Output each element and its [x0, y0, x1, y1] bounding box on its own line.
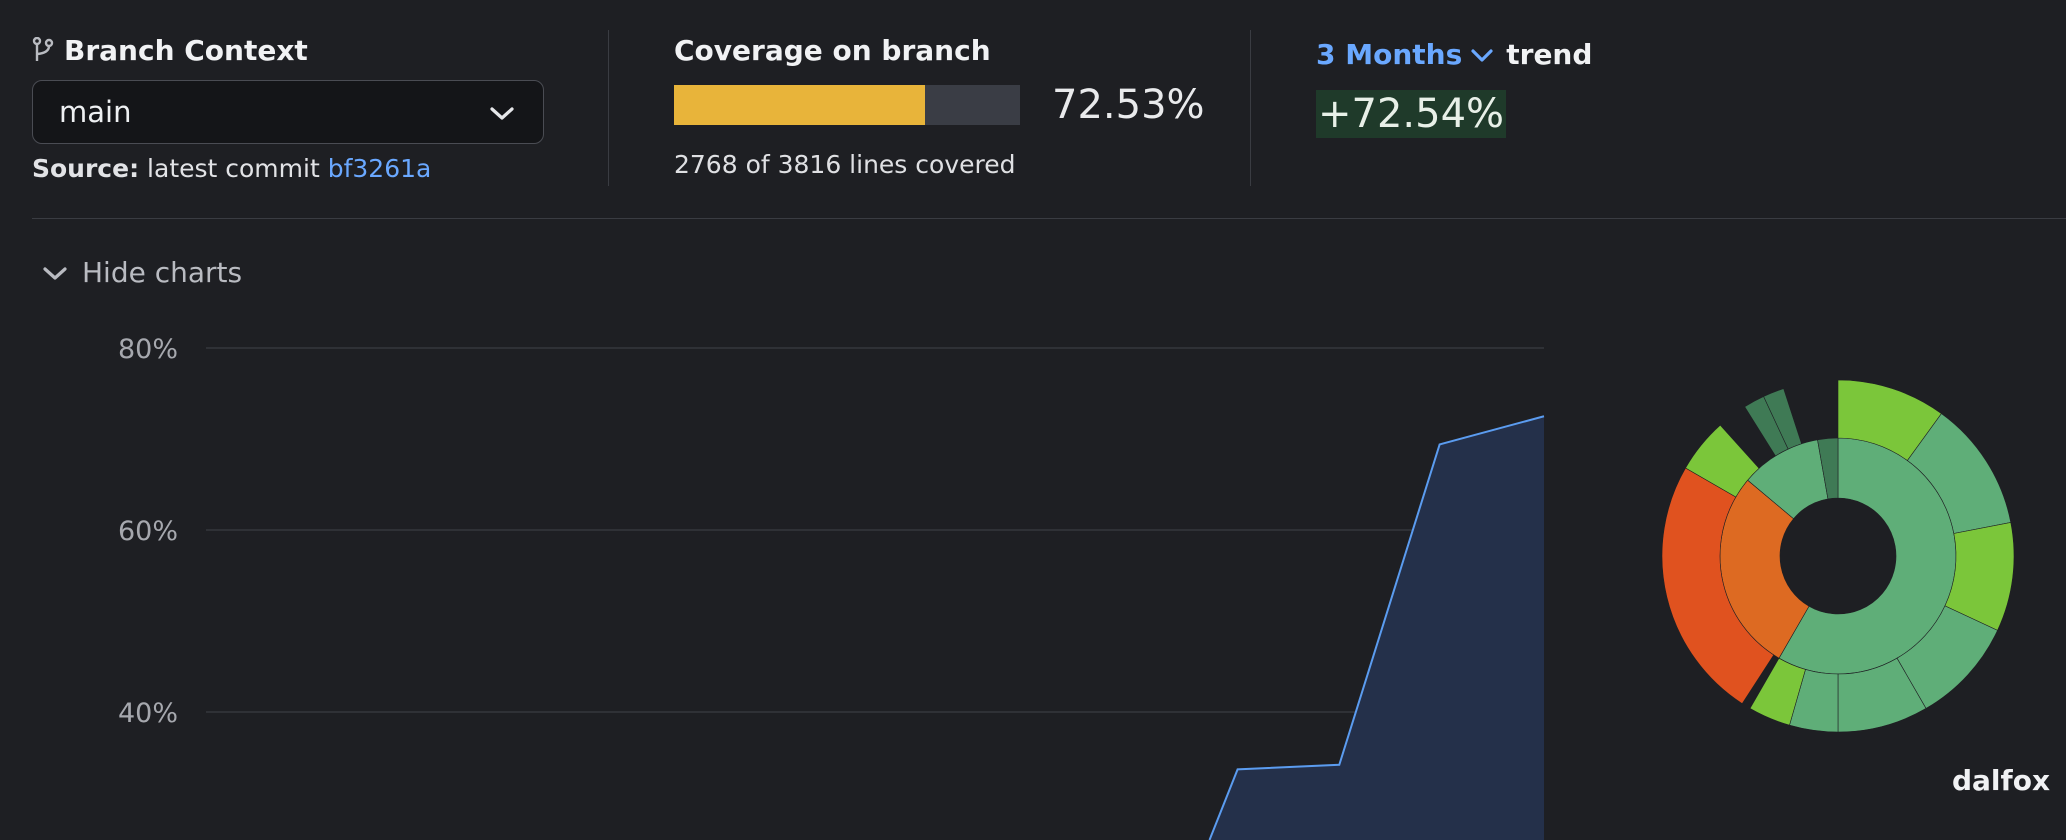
- sunburst-segment[interactable]: [1661, 467, 1775, 705]
- trend-period-dropdown[interactable]: 3 Months: [1316, 38, 1494, 71]
- sunburst-segment[interactable]: [1749, 657, 1806, 726]
- source-text: latest commit: [147, 154, 320, 183]
- sunburst-segment[interactable]: [1763, 388, 1802, 450]
- coverage-line: [1208, 415, 1545, 840]
- coverage-sunburst-chart: [1661, 379, 2015, 733]
- coverage-header: Branch Context main Source: latest commi…: [0, 0, 2066, 220]
- source-line: Source: latest commit bf3261a: [32, 154, 544, 183]
- coverage-percent: 72.53%: [1052, 82, 1205, 128]
- coverage-progress-bar: [674, 85, 1020, 125]
- commit-link[interactable]: bf3261a: [327, 154, 432, 183]
- coverage-summary: Coverage on branch 72.53% 2768 of 3816 l…: [674, 30, 1234, 179]
- coverage-progress-fill: [674, 85, 925, 125]
- trend-title: 3 Months trend: [1316, 34, 1716, 74]
- trend-period-label: 3 Months: [1316, 37, 1463, 71]
- header-separator: [1250, 30, 1251, 186]
- trend-label: trend: [1506, 37, 1593, 71]
- coverage-row: 72.53%: [674, 82, 1234, 128]
- chevron-down-icon: [1470, 38, 1494, 71]
- hide-charts-toggle[interactable]: Hide charts: [42, 256, 242, 289]
- branch-select-value: main: [59, 95, 132, 129]
- coverage-lines-covered: 2768 of 3816 lines covered: [674, 150, 1016, 179]
- branch-context-label: Branch Context: [64, 33, 308, 67]
- header-divider: [32, 218, 2066, 219]
- sunburst-segment[interactable]: [1817, 437, 1839, 500]
- trend-summary: 3 Months trend +72.54%: [1316, 34, 1716, 138]
- branch-context-title: Branch Context: [32, 30, 544, 70]
- hide-charts-label: Hide charts: [82, 256, 243, 289]
- y-tick-label: 80%: [118, 334, 178, 365]
- y-tick-label: 60%: [118, 516, 178, 547]
- git-branch-icon: [32, 37, 54, 63]
- source-label: Source:: [32, 154, 140, 183]
- header-separator: [608, 30, 609, 186]
- y-tick-label: 40%: [118, 698, 178, 729]
- branch-context: Branch Context main Source: latest commi…: [32, 30, 544, 183]
- chevron-down-icon: [42, 256, 68, 289]
- repository-name: dalfox: [1951, 764, 2050, 797]
- trend-value-badge: +72.54%: [1316, 90, 1507, 138]
- chevron-down-icon: [489, 95, 515, 129]
- sunburst-segment[interactable]: [1685, 424, 1760, 498]
- branch-select[interactable]: main: [32, 80, 544, 144]
- coverage-area: [1209, 416, 1544, 840]
- coverage-trend-chart: 80% 60% 40%: [118, 334, 1545, 840]
- coverage-title: Coverage on branch: [674, 33, 991, 67]
